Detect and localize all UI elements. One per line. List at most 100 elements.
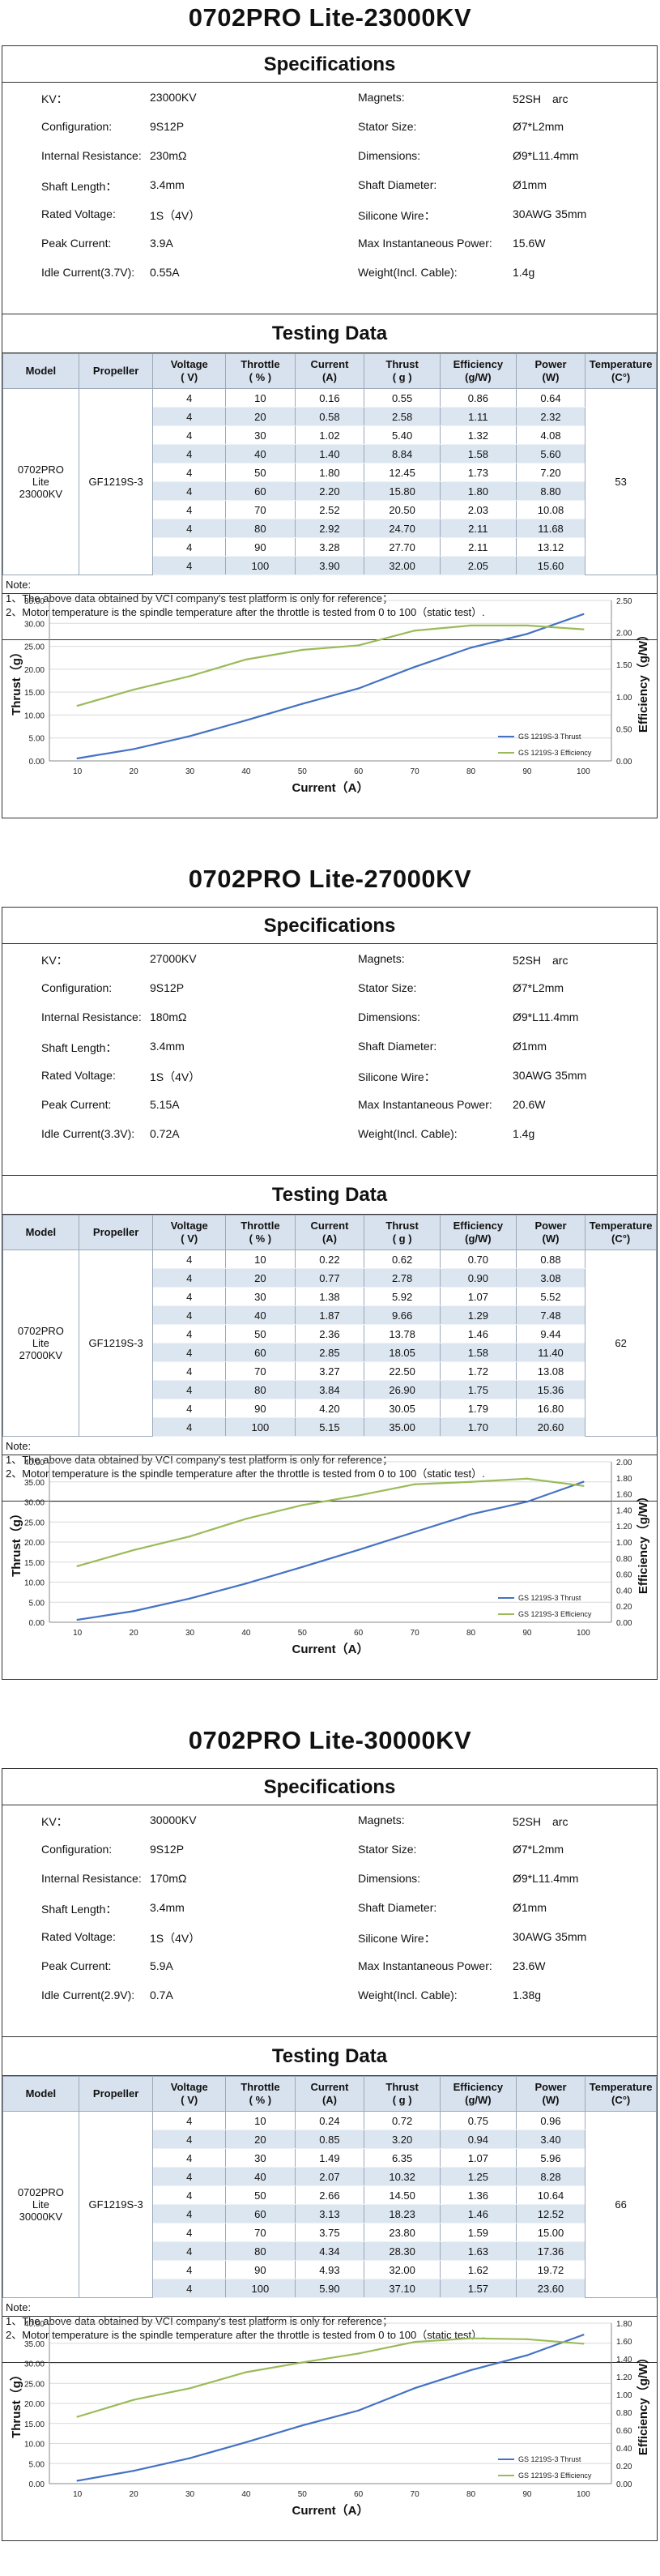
y2-tick-label: 1.50: [616, 661, 632, 670]
table-cell: 4: [152, 1380, 227, 1399]
spec-value: 1S（4V）: [150, 1070, 201, 1083]
table-cell: 20.50: [364, 500, 441, 519]
spec-value: Ø7*L2mm: [513, 981, 564, 994]
data-point: [413, 665, 416, 669]
table-cell: 60: [225, 481, 296, 501]
table-row: 4 60 3.13 18.23 1.46 12.52: [3, 2204, 657, 2224]
spec-label: Weight(Incl. Cable):: [358, 266, 458, 279]
column-header-temperature: Temperature (C°): [585, 353, 657, 389]
y-tick-label: 15.00: [24, 689, 45, 698]
product-section: 0702PRO Lite-27000KV Specifications KV： 270…: [0, 861, 660, 1712]
table-cell: 3.28: [295, 537, 365, 557]
y-tick-label: 5.00: [29, 1599, 45, 1608]
table-cell: 5.90: [295, 2279, 365, 2298]
table-cell: 80: [225, 1380, 296, 1399]
specifications-heading: Specifications: [2, 908, 657, 944]
column-header-current: Current (A): [294, 2076, 365, 2112]
chart-svg: 0.00 5.00 10.00 15.00 20.00 25.00 30.00 35.00 0.…: [9, 597, 650, 795]
x-tick-label: 60: [354, 1629, 364, 1638]
testing-data-box: Testing Data Model Propeller Voltage ( V) Th…: [2, 314, 658, 640]
spec-value: 1S（4V）: [150, 1932, 201, 1945]
table-cell: 2.66: [295, 2185, 365, 2205]
y-tick-label: 20.00: [24, 2400, 45, 2409]
data-point: [189, 675, 191, 677]
note-title: Note:: [6, 1440, 32, 1452]
table-cell: 4: [152, 1250, 227, 1269]
spec-label: Silicone Wire：: [358, 1070, 436, 1083]
table-header-row: Model Propeller Voltage ( V) Throttle ( % )…: [2, 1215, 657, 1250]
x-tick-label: 90: [522, 767, 532, 776]
spec-value: 30AWG 35mm: [513, 207, 587, 220]
table-cell: 1.46: [440, 1324, 517, 1344]
table-cell: 1.38: [295, 1287, 365, 1306]
product-title: 0702PRO Lite-27000KV: [188, 865, 472, 893]
column-header-voltage: Voltage ( V): [152, 353, 227, 389]
table-cell: 0.16: [295, 388, 365, 408]
table-row: 4 50 1.80 12.45 1.73 7.20: [3, 463, 657, 482]
data-point: [301, 703, 304, 705]
table-cell: 14.50: [364, 2185, 441, 2205]
table-cell: 19.72: [516, 2260, 586, 2279]
chart-svg: 0.00 5.00 10.00 15.00 20.00 25.00 30.00 35.00 40…: [9, 2320, 650, 2518]
spec-grid: KV： 30000KV Configuration: 9S12P Internal Re…: [2, 1805, 657, 2037]
spec-value: Ø9*L11.4mm: [513, 1872, 579, 1885]
series-line: [77, 1480, 584, 1621]
table-header-row: Model Propeller Voltage ( V) Throttle ( % )…: [2, 353, 657, 389]
x-tick-label: 20: [130, 767, 139, 776]
spec-value: 3.4mm: [150, 1040, 185, 1053]
data-point: [470, 647, 472, 649]
x-tick-label: 70: [411, 1629, 420, 1638]
spec-label: Magnets:: [358, 952, 405, 965]
data-point: [245, 2371, 248, 2373]
specifications-box: Specifications KV： 23000KV Configuration: 9S…: [2, 45, 658, 314]
table-cell: 30: [225, 1287, 296, 1306]
y2-tick-label: 1.80: [616, 1475, 632, 1484]
table-cell: 8.84: [364, 444, 441, 464]
testing-data-table: Model Propeller Voltage ( V) Throttle ( % )…: [2, 353, 657, 575]
table-cell: 4: [152, 537, 227, 557]
table-cell: 20: [225, 407, 296, 426]
table-cell: 0.64: [516, 388, 586, 408]
table-cell: 4: [152, 1417, 227, 1437]
spec-value: 3.4mm: [150, 1901, 185, 1914]
y-tick-label: 30.00: [24, 620, 45, 629]
spec-value: Ø7*L2mm: [513, 1843, 564, 1856]
spec-label: Silicone Wire：: [358, 209, 436, 222]
table-cell: 4: [152, 388, 227, 408]
y2-tick-label: 0.60: [616, 2427, 632, 2436]
y-tick-label: 35.00: [24, 1479, 45, 1488]
y2-tick-label: 1.40: [616, 1506, 632, 1515]
column-header-voltage: Voltage ( V): [152, 1215, 227, 1250]
data-point: [76, 1565, 79, 1567]
table-cell: 4: [152, 1324, 227, 1344]
y-tick-label: 15.00: [24, 1559, 45, 1568]
table-cell: 7.20: [516, 463, 586, 482]
spec-label: Idle Current(3.7V):: [41, 266, 135, 279]
column-header-efficiency: Efficiency (g/W): [439, 353, 517, 389]
x-tick-label: 20: [130, 1629, 139, 1638]
table-cell: 30: [225, 2148, 296, 2168]
table-cell: 4: [152, 2111, 227, 2130]
spec-value: 1S（4V）: [150, 209, 201, 222]
spec-value: Ø1mm: [513, 178, 547, 191]
table-row: 4 20 0.58 2.58 1.11 2.32: [3, 407, 657, 426]
column-header-model: Model: [2, 2076, 79, 2112]
data-point: [357, 2409, 360, 2412]
table-cell: 15.60: [516, 556, 586, 575]
table-cell: 1.25: [440, 2167, 517, 2186]
table-row: 0702PRO Lite 23000KV GF1219S-3 4 10 0.16 0.55…: [2, 388, 657, 575]
column-header-power: Power (W): [515, 2076, 586, 2112]
table-cell: 50: [225, 1324, 296, 1344]
table-cell: 4.08: [516, 425, 586, 445]
y2-tick-label: 0.00: [616, 758, 632, 767]
spec-value: 0.7A: [150, 1989, 173, 2001]
table-cell: 5.96: [516, 2148, 586, 2168]
data-point: [76, 1618, 79, 1621]
data-point: [132, 2469, 135, 2472]
column-header-throttle: Throttle ( % ): [225, 2076, 296, 2112]
spec-label: Dimensions:: [358, 1010, 421, 1023]
table-cell: 24.70: [364, 519, 441, 538]
spec-label: KV：: [41, 954, 68, 967]
table-row: 4 40 1.40 8.84 1.58 5.60: [3, 444, 657, 464]
spec-label: Weight(Incl. Cable):: [358, 1127, 458, 1140]
